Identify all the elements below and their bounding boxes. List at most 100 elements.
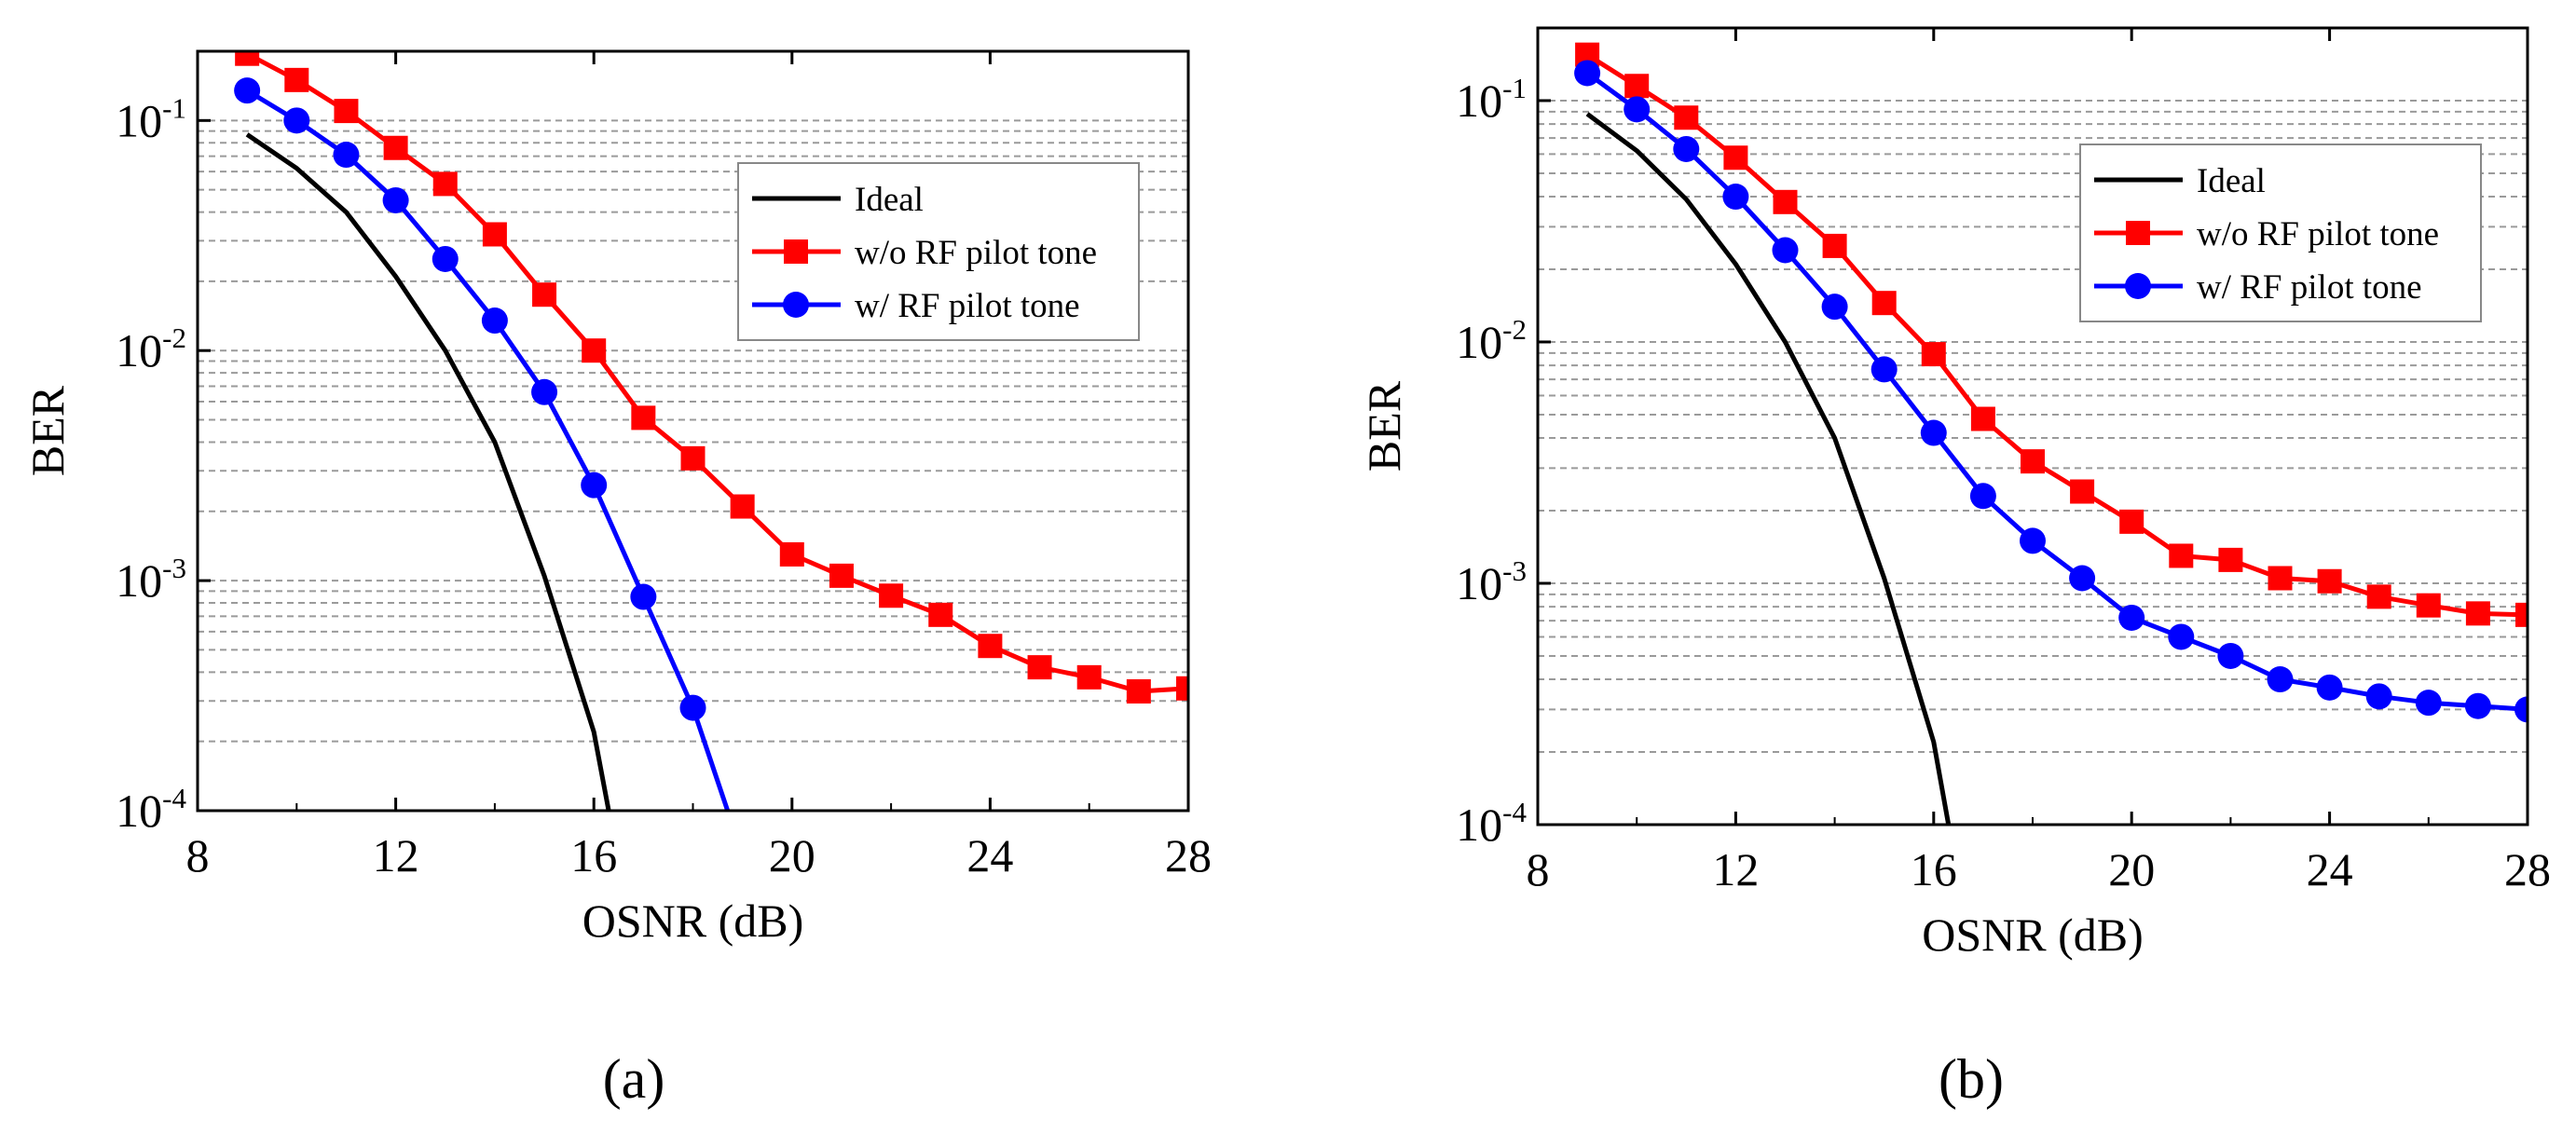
data-point-square <box>284 67 309 92</box>
data-point-square <box>1921 342 1946 367</box>
data-point-square <box>2416 593 2441 618</box>
x-axis-label: OSNR (dB) <box>582 895 804 947</box>
series-line-none <box>245 132 611 811</box>
plot-frame <box>1536 26 2529 827</box>
y-tick-exponent: -4 <box>162 782 186 814</box>
legend-label: w/o RF pilot tone <box>2197 215 2439 253</box>
data-point-square <box>2070 479 2095 504</box>
data-point-square <box>1126 678 1151 704</box>
y-tick-exponent: -3 <box>162 552 186 584</box>
y-tick-base: 10 <box>1456 316 1502 368</box>
x-tick-label: 12 <box>1712 843 1759 895</box>
y-tick-label: 10-2 <box>116 321 186 376</box>
series-group <box>234 51 1188 811</box>
data-point-square <box>432 171 458 197</box>
data-point-circle <box>2316 674 2343 701</box>
y-tick-label: 10-2 <box>1456 313 1527 368</box>
data-point-circle <box>2514 696 2528 723</box>
data-point-square <box>2218 547 2243 572</box>
data-point-square <box>2021 449 2045 474</box>
y-tick-base: 10 <box>116 94 162 146</box>
x-tick-label: 24 <box>2307 843 2353 895</box>
data-point-square <box>631 405 656 430</box>
data-point-circle <box>2069 565 2096 592</box>
y-tick-label: 10-4 <box>1456 796 1527 851</box>
data-point-circle <box>1624 96 1651 123</box>
data-point-circle <box>679 694 706 721</box>
data-point-circle <box>1870 356 1898 383</box>
data-point-circle <box>1772 237 1799 264</box>
y-tick-exponent: -1 <box>162 91 186 124</box>
data-point-square <box>978 634 1003 659</box>
data-point-square <box>2268 566 2293 591</box>
data-point-circle <box>531 378 558 405</box>
data-point-square <box>1027 655 1052 680</box>
y-tick-exponent: -2 <box>1502 313 1527 346</box>
x-tick-label: 12 <box>373 829 419 881</box>
y-tick-exponent: -1 <box>1502 72 1527 104</box>
data-point-square <box>582 338 607 363</box>
data-point-square <box>1076 664 1102 690</box>
data-point-square <box>235 51 260 66</box>
series-line-circle <box>245 88 731 811</box>
data-point-circle <box>1821 294 1848 321</box>
data-point-square <box>879 583 904 608</box>
chart-caption: (a) <box>603 1048 665 1110</box>
x-tick-label: 8 <box>186 829 210 881</box>
data-point-circle <box>1969 483 1996 510</box>
x-tick-label: 20 <box>769 829 815 881</box>
data-point-circle <box>630 583 657 610</box>
y-axis-label: BER <box>21 385 74 476</box>
legend-label: Ideal <box>855 181 924 219</box>
data-point-circle <box>382 186 409 213</box>
legend-marker-square <box>2126 221 2150 245</box>
y-tick-exponent: -4 <box>1502 796 1527 828</box>
x-tick-label: 20 <box>2108 843 2155 895</box>
data-point-square <box>1773 189 1798 214</box>
x-tick-label: 24 <box>966 829 1013 881</box>
data-point-square <box>829 563 854 588</box>
series-line-none <box>1585 112 1952 825</box>
x-tick-label: 16 <box>570 829 617 881</box>
data-point-square <box>1822 233 1847 258</box>
data-point-square <box>383 135 408 160</box>
legend-marker-circle <box>2125 273 2151 299</box>
data-point-square <box>928 602 953 627</box>
data-point-square <box>1723 145 1748 171</box>
x-tick-label: 28 <box>2504 843 2551 895</box>
data-point-square <box>1674 105 1699 130</box>
y-tick-label: 10-3 <box>1456 554 1527 609</box>
data-point-square <box>334 99 359 124</box>
data-point-square <box>2515 602 2528 627</box>
data-point-square <box>1624 74 1650 99</box>
y-tick-label: 10-1 <box>1456 72 1527 127</box>
data-point-circle <box>1722 184 1749 211</box>
data-point-square <box>532 282 557 307</box>
data-point-square <box>1970 406 1995 431</box>
legend: Ideal w/o RF pilot tone w/ RF pilot tone <box>737 162 1140 341</box>
legend-marker-circle <box>783 292 809 318</box>
chart-caption: (b) <box>1939 1048 2004 1110</box>
series-group <box>1574 42 2528 825</box>
x-tick-label: 16 <box>1911 843 1957 895</box>
y-tick-exponent: -2 <box>162 321 186 354</box>
y-tick-base: 10 <box>1456 75 1502 127</box>
x-tick-label: 8 <box>1527 843 1550 895</box>
y-tick-base: 10 <box>1456 799 1502 851</box>
data-point-square <box>1871 291 1897 316</box>
data-point-circle <box>2365 683 2392 710</box>
data-point-circle <box>432 245 459 272</box>
data-point-circle <box>1673 135 1700 162</box>
gridlines <box>198 119 1188 743</box>
legend-label: Ideal <box>2197 162 2266 200</box>
y-tick-exponent: -3 <box>1502 554 1527 587</box>
data-point-circle <box>234 77 261 104</box>
data-point-square <box>680 445 706 471</box>
y-tick-base: 10 <box>116 554 162 607</box>
data-point-circle <box>2168 623 2195 650</box>
data-point-circle <box>2118 604 2145 631</box>
data-point-circle <box>2267 666 2294 693</box>
